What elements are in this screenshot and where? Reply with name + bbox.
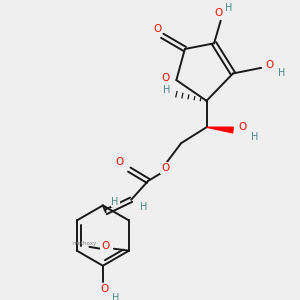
Text: O: O <box>153 24 162 34</box>
Text: O: O <box>161 73 169 83</box>
Text: H: H <box>226 2 233 13</box>
Text: O: O <box>161 163 169 173</box>
Text: H: H <box>112 293 120 300</box>
Text: O: O <box>266 60 274 70</box>
Text: methoxy: methoxy <box>73 241 97 246</box>
Text: H: H <box>163 85 171 95</box>
Text: H: H <box>278 68 286 78</box>
Text: O: O <box>100 284 109 294</box>
Text: O: O <box>215 8 223 18</box>
Text: H: H <box>111 196 119 207</box>
Text: O: O <box>116 157 124 167</box>
Text: O: O <box>101 241 110 251</box>
Text: H: H <box>140 202 147 212</box>
Polygon shape <box>206 127 233 133</box>
Text: O: O <box>238 122 247 132</box>
Text: H: H <box>251 132 258 142</box>
